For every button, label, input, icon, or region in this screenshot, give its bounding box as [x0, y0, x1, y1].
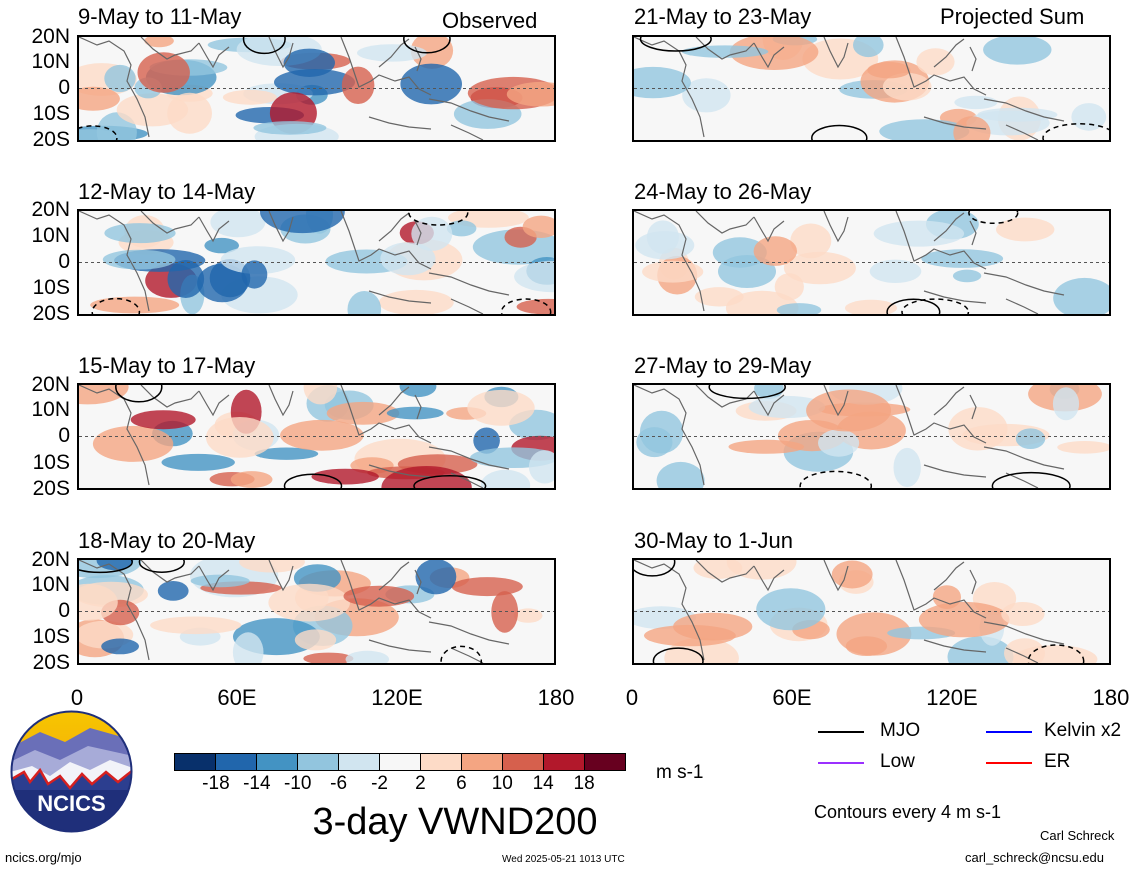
- panel-title-7: 27-May to 29-May: [634, 353, 812, 378]
- colorbar-swatch: [298, 754, 339, 770]
- projected-sum-label: Projected Sum: [940, 4, 1085, 29]
- colorbar-swatch: [544, 754, 585, 770]
- lat-label: 20N: [31, 25, 70, 48]
- map-panel-projected-2: [632, 209, 1111, 316]
- lon-label: 120E: [371, 685, 423, 710]
- author-email: carl_schreck@ncsu.edu: [965, 850, 1104, 865]
- lat-label: 10N: [31, 398, 70, 421]
- map-panel-observed-4: [77, 558, 556, 665]
- map-panel-projected-1: [632, 35, 1111, 142]
- colorbar-swatch: [503, 754, 544, 770]
- lat-label: 10S: [32, 451, 70, 474]
- colorbar-tick-label: -10: [283, 773, 312, 794]
- map-panel-projected-3: [632, 383, 1111, 490]
- lat-label: 0: [58, 424, 70, 447]
- legend-label-low: Low: [880, 751, 915, 772]
- units-label: m s-1: [656, 762, 704, 783]
- legend: MJO Kelvin x2 Low ER: [818, 720, 1122, 780]
- lat-label: 0: [58, 250, 70, 273]
- lat-label: 10N: [31, 50, 70, 73]
- lat-label: 20N: [31, 198, 70, 221]
- lat-label: 20S: [32, 302, 70, 325]
- lat-label: 20S: [32, 651, 70, 674]
- panel-title-2: 12-May to 14-May: [78, 179, 256, 204]
- colorbar-swatch: [380, 754, 421, 770]
- author-name: Carl Schreck: [1040, 828, 1115, 843]
- colorbar-tick-label: 6: [456, 773, 467, 794]
- colorbar-tick-label: 18: [573, 773, 595, 794]
- map-panel-observed-3: [77, 383, 556, 490]
- lat-label: 10N: [31, 224, 70, 247]
- colorbar-swatch: [585, 754, 625, 770]
- lat-label: 20N: [31, 548, 70, 571]
- map-panel-projected-4: [632, 558, 1111, 665]
- colorbar-tick-label: -2: [371, 773, 388, 794]
- lat-label: 0: [58, 599, 70, 622]
- logo-text: NCICS: [37, 791, 105, 816]
- panel-title-8: 30-May to 1-Jun: [634, 528, 793, 553]
- map-panel-observed-1: [77, 35, 556, 142]
- kelvin-legend-line: [986, 731, 1032, 733]
- colorbar: [174, 753, 626, 771]
- er-legend-line: [986, 762, 1032, 764]
- lon-label: 60E: [772, 685, 812, 710]
- colorbar-swatch: [175, 754, 216, 770]
- ncics-logo: NCICS: [10, 710, 133, 833]
- lon-label: 60E: [217, 685, 257, 710]
- panel-title-3: 15-May to 17-May: [78, 353, 256, 378]
- panel-title-5: 21-May to 23-May: [634, 4, 812, 29]
- legend-label-kelvin: Kelvin x2: [1044, 720, 1122, 741]
- panel-title-4: 18-May to 20-May: [78, 528, 256, 553]
- legend-label-mjo: MJO: [880, 720, 921, 741]
- colorbar-swatch: [462, 754, 503, 770]
- timestamp: Wed 2025-05-21 1013 UTC: [502, 854, 625, 865]
- lon-label: 180: [1092, 685, 1130, 710]
- colorbar-tick-label: 2: [415, 773, 426, 794]
- lat-label: 10N: [31, 573, 70, 596]
- low-legend-line: [818, 762, 864, 764]
- lat-label: 10S: [32, 102, 70, 125]
- colorbar-tick-label: -18: [202, 773, 230, 794]
- lat-label: 20N: [31, 373, 70, 396]
- lat-label: 10S: [32, 276, 70, 299]
- colorbar-tick-label: -6: [330, 773, 348, 794]
- figure-title: 3-day VWND200: [312, 801, 598, 843]
- observed-label: Observed: [442, 8, 538, 33]
- panel-title-1: 9-May to 11-May: [78, 4, 242, 29]
- lat-label: 20S: [32, 128, 70, 151]
- colorbar-tick-label: -14: [243, 773, 271, 794]
- lon-label: 0: [70, 685, 84, 710]
- colorbar-tick-label: 10: [491, 773, 513, 794]
- map-panel-observed-2: [77, 209, 556, 316]
- colorbar-swatch: [216, 754, 257, 770]
- lon-label: 180: [537, 685, 575, 710]
- lon-label: 120E: [926, 685, 978, 710]
- panel-title-6: 24-May to 26-May: [634, 179, 812, 204]
- colorbar-swatch: [339, 754, 380, 770]
- contour-note: Contours every 4 m s-1: [814, 802, 1002, 822]
- mjo-legend-line: [818, 731, 864, 733]
- lon-label: 0: [625, 685, 639, 710]
- legend-label-er: ER: [1044, 751, 1071, 772]
- colorbar-tick-label: 14: [532, 773, 554, 794]
- lat-label: 0: [58, 76, 70, 99]
- colorbar-swatch: [421, 754, 462, 770]
- lat-label: 10S: [32, 625, 70, 648]
- colorbar-swatch: [257, 754, 298, 770]
- site-link[interactable]: ncics.org/mjo: [5, 850, 82, 865]
- lat-label: 20S: [32, 477, 70, 500]
